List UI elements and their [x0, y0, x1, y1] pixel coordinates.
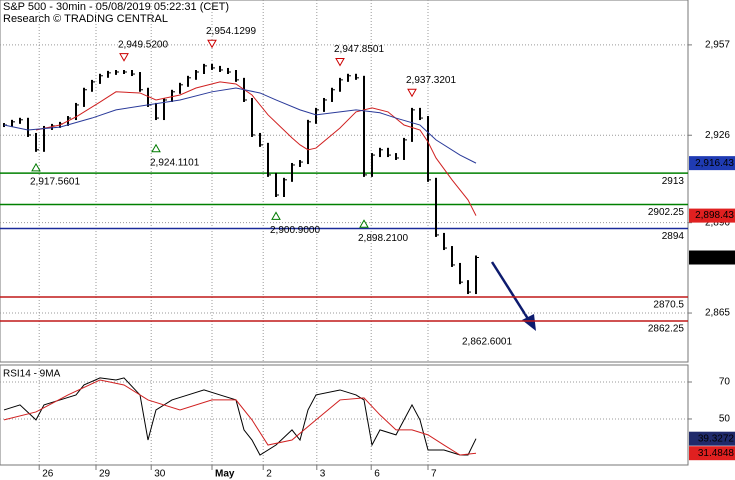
- pivot-label: 2,924.1101: [150, 157, 200, 168]
- level-label: 2870.5: [653, 300, 684, 311]
- x-tick-label: 30: [154, 469, 166, 480]
- y-tick-label: 2,926: [705, 130, 730, 141]
- x-tick-label: 3: [320, 469, 326, 480]
- price-tag-label: 31.4848: [698, 448, 735, 459]
- arrow-head: [522, 314, 536, 331]
- pivot-label: 2,937.3201: [406, 75, 456, 86]
- y-tick-label: 70: [719, 377, 731, 388]
- pivot-marker: [151, 143, 161, 153]
- x-tick-label: 29: [99, 469, 111, 480]
- pivot-marker: [207, 39, 217, 49]
- pivot-label: 2,947.8501: [334, 44, 384, 55]
- pivot-marker: [271, 211, 281, 220]
- price-tag: [689, 156, 735, 171]
- price-tag: [689, 446, 735, 461]
- x-tick-label: 7: [431, 469, 437, 480]
- pivot-marker: [407, 88, 417, 98]
- pivot-label: 2,949.5200: [118, 39, 168, 50]
- level-label: 2862.25: [648, 324, 685, 335]
- pivot-label: 2,917.5601: [30, 176, 80, 187]
- level-label: 2913: [662, 176, 685, 187]
- y-tick-label: 2,957: [705, 40, 730, 51]
- price-tag-label: 2,916.43: [695, 158, 734, 169]
- price-tag: [689, 250, 735, 265]
- pivot-marker: [119, 53, 129, 62]
- price-tag-label: 2,898.43: [695, 210, 734, 221]
- level-label: 2894: [662, 231, 685, 242]
- y-tick-label: 2,865: [705, 308, 730, 319]
- pivot-marker: [359, 219, 369, 228]
- pivot-label: 2,898.2100: [358, 233, 408, 244]
- rsi-panel: [0, 364, 689, 466]
- pivot-label: 2,900.9000: [270, 225, 320, 236]
- series-line: [35, 81, 477, 216]
- x-tick-label: 2: [266, 469, 272, 480]
- arrow: [490, 261, 532, 323]
- chart-title: S&P 500 - 30min - 05/08/2019 05:22:31 (C…: [3, 1, 229, 13]
- x-tick-label: 26: [42, 469, 54, 480]
- price-tag: [689, 208, 735, 223]
- series-line: [3, 87, 477, 164]
- price-tag: [689, 431, 735, 446]
- price-tag-label: 2,884.05: [695, 252, 734, 263]
- price-tag-label: 39.3272: [698, 433, 735, 444]
- y-tick-label: 50: [719, 414, 731, 425]
- series-line: [3, 377, 477, 456]
- x-tick-label: 6: [374, 469, 380, 480]
- pivot-label: 2,954.1299: [206, 26, 256, 37]
- pivot-label: 2,862.6001: [462, 337, 512, 348]
- series-line: [3, 379, 477, 456]
- y-tick-label: 2,896: [705, 217, 730, 228]
- pivot-marker: [335, 58, 345, 67]
- chart-subtitle: Research © TRADING CENTRAL: [3, 13, 168, 25]
- rsi-title: RSI14 - 9MA: [3, 369, 61, 380]
- x-tick-label: May: [215, 469, 235, 480]
- price-panel: [0, 0, 689, 363]
- level-label: 2902.25: [648, 207, 685, 218]
- pivot-marker: [31, 162, 41, 172]
